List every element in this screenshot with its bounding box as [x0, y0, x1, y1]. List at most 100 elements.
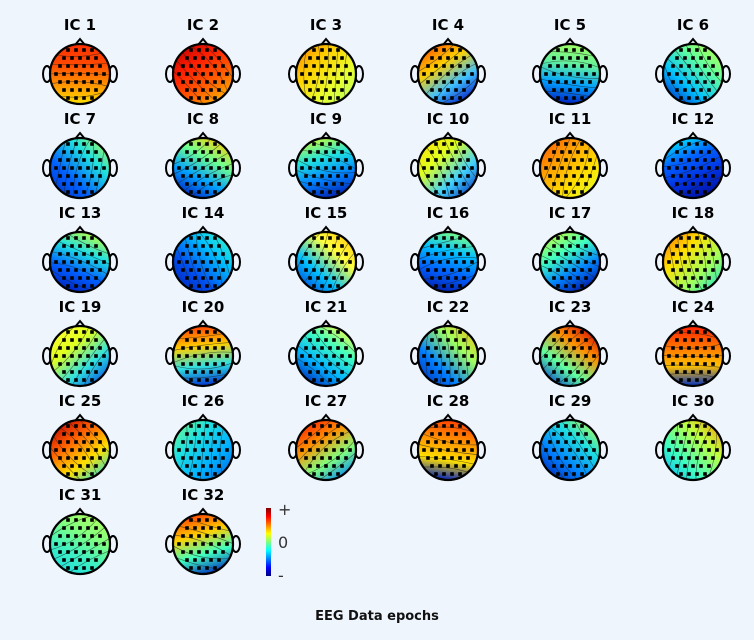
contour-line	[663, 364, 723, 368]
electrode-marker	[82, 330, 86, 334]
electrode-marker	[556, 190, 560, 194]
component-map[interactable]: IC 2	[153, 16, 253, 108]
component-label: IC 16	[426, 204, 470, 222]
electrode-marker	[86, 56, 90, 60]
component-map[interactable]: IC 1	[30, 16, 130, 108]
scalp-map	[410, 37, 486, 106]
component-map[interactable]: IC 32	[153, 486, 253, 578]
component-map[interactable]: IC 7	[30, 110, 130, 202]
electrode-marker	[564, 236, 568, 240]
component-map[interactable]: IC 12	[643, 110, 743, 202]
component-map[interactable]: IC 26	[153, 392, 253, 484]
component-map[interactable]: IC 23	[520, 298, 620, 390]
head-outline	[48, 324, 112, 388]
electrode-marker	[217, 182, 221, 186]
electrode-marker	[189, 550, 193, 554]
component-map[interactable]: IC 9	[276, 110, 376, 202]
electrode-marker	[312, 158, 316, 162]
electrode-marker	[572, 284, 576, 288]
electrode-marker	[70, 432, 74, 436]
component-map[interactable]: IC 13	[30, 204, 130, 296]
component-map[interactable]: IC 25	[30, 392, 130, 484]
component-map[interactable]: IC 20	[153, 298, 253, 390]
electrode-marker	[58, 456, 62, 460]
electrode-marker	[552, 182, 556, 186]
component-map[interactable]: IC 10	[398, 110, 498, 202]
component-map[interactable]: IC 11	[520, 110, 620, 202]
component-map[interactable]: IC 22	[398, 298, 498, 390]
electrode-marker	[430, 354, 434, 358]
electrode-marker	[438, 464, 442, 468]
electrode-marker	[336, 456, 340, 460]
electrode-marker	[703, 158, 707, 162]
electrode-marker	[78, 276, 82, 280]
component-map[interactable]: IC 17	[520, 204, 620, 296]
electrode-marker	[572, 174, 576, 178]
electrode-marker	[193, 276, 197, 280]
electrode-marker	[221, 80, 225, 84]
electrode-marker	[572, 80, 576, 84]
electrode-marker	[78, 354, 82, 358]
colorbar-zero-label: 0	[278, 533, 289, 552]
component-map[interactable]: IC 16	[398, 204, 498, 296]
electrode-marker	[683, 464, 687, 468]
electrode-marker	[185, 370, 189, 374]
electrode-marker	[197, 534, 201, 538]
component-map[interactable]: IC 19	[30, 298, 130, 390]
electrode-marker	[675, 182, 679, 186]
electrode-marker	[78, 338, 82, 342]
component-map[interactable]: IC 29	[520, 392, 620, 484]
electrode-marker	[66, 472, 70, 476]
electrode-marker	[548, 440, 552, 444]
electrode-marker	[94, 244, 98, 248]
component-map[interactable]: IC 3	[276, 16, 376, 108]
electrode-marker	[217, 338, 221, 342]
electrode-marker	[564, 174, 568, 178]
component-map[interactable]: IC 6	[643, 16, 743, 108]
component-map[interactable]: IC 21	[276, 298, 376, 390]
electrode-marker	[687, 440, 691, 444]
electrode-marker	[683, 354, 687, 358]
electrode-marker	[454, 260, 458, 264]
electrode-marker	[675, 276, 679, 280]
electrode-marker	[592, 448, 596, 452]
electrode-marker	[185, 88, 189, 92]
component-map[interactable]: IC 28	[398, 392, 498, 484]
component-map[interactable]: IC 5	[520, 16, 620, 108]
electrode-marker	[344, 456, 348, 460]
electrode-marker	[62, 276, 66, 280]
component-map[interactable]: IC 31	[30, 486, 130, 578]
electrode-marker	[213, 330, 217, 334]
component-map[interactable]: IC 15	[276, 204, 376, 296]
component-map[interactable]: IC 4	[398, 16, 498, 108]
electrode-marker	[340, 150, 344, 154]
electrode-marker	[205, 518, 209, 522]
electrode-marker	[588, 456, 592, 460]
electrode-marker	[568, 244, 572, 248]
electrode-marker	[458, 440, 462, 444]
electrode-marker	[568, 432, 572, 436]
component-map[interactable]: IC 14	[153, 204, 253, 296]
electrode-marker	[683, 182, 687, 186]
electrode-marker	[687, 64, 691, 68]
electrode-marker	[711, 456, 715, 460]
component-map[interactable]: IC 30	[643, 392, 743, 484]
electrode-marker	[434, 174, 438, 178]
electrode-marker	[300, 354, 304, 358]
electrode-marker	[683, 72, 687, 76]
electrode-marker	[98, 362, 102, 366]
electrode-marker	[348, 354, 352, 358]
electrode-marker	[667, 72, 671, 76]
electrode-marker	[691, 56, 695, 60]
electrode-marker	[62, 166, 66, 170]
component-map[interactable]: IC 27	[276, 392, 376, 484]
component-map[interactable]: IC 8	[153, 110, 253, 202]
electrode-marker	[454, 448, 458, 452]
electrode-marker	[82, 378, 86, 382]
component-map[interactable]: IC 24	[643, 298, 743, 390]
component-map[interactable]: IC 18	[643, 204, 743, 296]
electrode-marker	[588, 80, 592, 84]
electrode-marker	[304, 440, 308, 444]
electrode-marker	[217, 432, 221, 436]
electrode-marker	[564, 96, 568, 100]
